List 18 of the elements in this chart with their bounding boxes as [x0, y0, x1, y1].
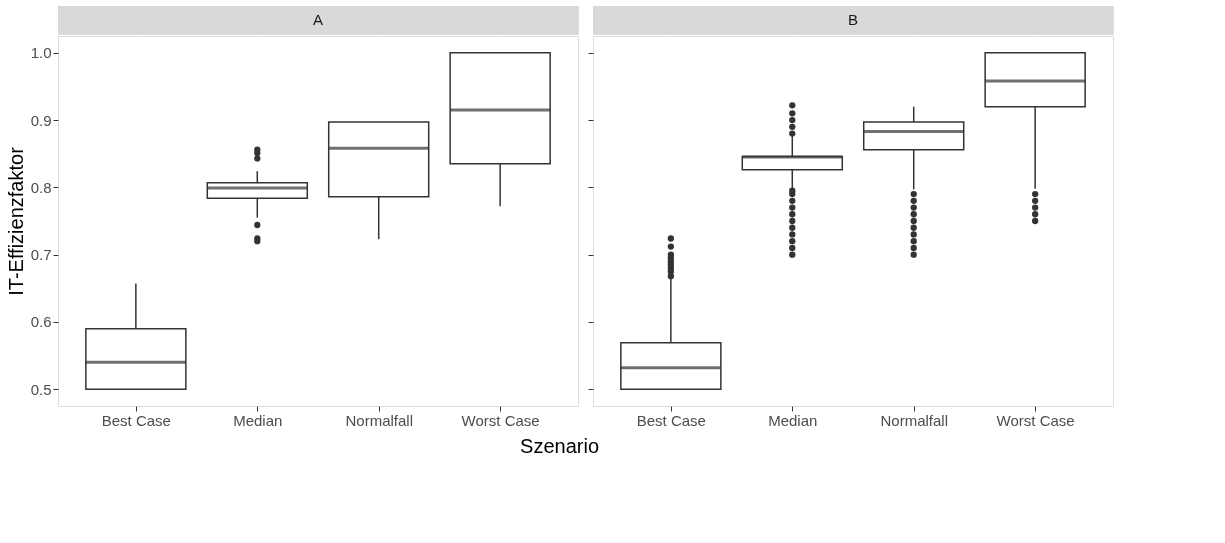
x-tick-label: Best Case: [636, 411, 706, 429]
y-tick-label: 0.6: [30, 313, 52, 331]
chart-title: A: [312, 11, 324, 28]
y-tick-label: 0.9: [30, 111, 52, 129]
x-axis-title: Szenario: [520, 434, 600, 457]
x-tick-label: Worst Case: [461, 411, 540, 429]
y-tick-label: 0.8: [30, 178, 52, 196]
y-tick-label: 0.5: [30, 380, 52, 398]
chart-title: B: [847, 11, 859, 28]
y-tick-label: 0.7: [30, 246, 52, 264]
x-tick-label: Normalfall: [880, 411, 948, 429]
x-tick-label: Best Case: [101, 411, 171, 429]
y-tick-label: 1.0: [30, 44, 52, 62]
x-tick-label: Normalfall: [345, 411, 413, 429]
x-tick-label: Median: [233, 411, 283, 429]
y-axis-title: IT-Effizienzfaktor: [4, 146, 27, 296]
x-tick-label: Worst Case: [996, 411, 1075, 429]
x-tick-label: Median: [768, 411, 818, 429]
